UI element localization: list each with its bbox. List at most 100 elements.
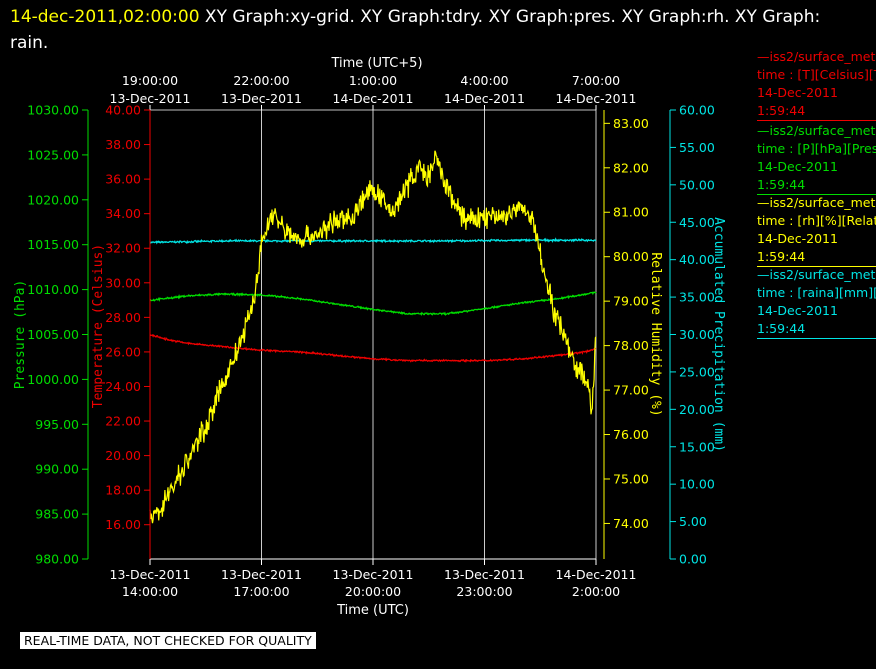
quality-disclaimer: REAL-TIME DATA, NOT CHECKED FOR QUALITY [20,632,316,649]
temperature-tick-label: 36.00 [105,172,141,187]
legend-date: 14-Dec-2011 [757,303,838,318]
precip-series-line [149,237,597,245]
pressure-tick-label: 995.00 [35,417,79,432]
pressure-tick-label: 1015.00 [27,237,79,252]
legend-source: —iss2/surface_met [757,123,876,138]
pressure-tick-label: 985.00 [35,507,79,522]
humidity-axis-label: Relative Humidity (%) [648,252,663,416]
x-tick-time: 20:00:00 [345,584,401,599]
x-tick-date: 14-Dec-2011 [556,567,637,582]
humidity-tick-label: 76.00 [613,427,649,442]
x-tick-date: 13-Dec-2011 [333,567,414,582]
temperature-axis-label: Temperature (Celsius) [91,244,106,408]
pressure-series-line [149,291,597,316]
title-graph-list: XY Graph:xy-grid. XY Graph:tdry. XY Grap… [10,7,821,53]
humidity-series-line [149,150,597,524]
legend-temperature: —iss2/surface_met time : [T][Celsius][T … [757,48,876,121]
x-top-axis-label: Time (UTC+5) [330,56,422,71]
x-tick-time: 17:00:00 [233,584,289,599]
precip-tick-label: 10.00 [679,477,715,492]
temperature-tick-label: 20.00 [105,448,141,463]
humidity-tick-label: 83.00 [613,116,649,131]
legend-date: 14-Dec-2011 [757,159,838,174]
x-top-tick-date: 14-Dec-2011 [444,91,525,106]
x-top-tick-time: 22:00:00 [233,73,289,88]
x-tick-time: 2:00:00 [572,584,620,599]
pressure-tick-label: 1025.00 [27,147,79,162]
x-top-tick-date: 13-Dec-2011 [221,91,302,106]
title-date: 14-dec-2011,02:00:00 [10,7,200,27]
precip-tick-label: 30.00 [679,327,715,342]
temperature-tick-label: 30.00 [105,275,141,290]
legend-time: 1:59:44 [757,249,806,264]
pressure-tick-label: 1005.00 [27,327,79,342]
pressure-tick-label: 1000.00 [27,372,79,387]
legend-field: time : [T][Celsius][T [757,67,876,82]
pressure-tick-label: 990.00 [35,462,79,477]
legend-pressure: —iss2/surface_met time : [P][hPa][Pres 1… [757,122,876,195]
temperature-tick-label: 16.00 [105,517,141,532]
temperature-tick-label: 34.00 [105,206,141,221]
pressure-tick-label: 1030.00 [27,103,79,118]
x-axis-label: Time (UTC) [336,603,409,618]
temperature-tick-label: 38.00 [105,137,141,152]
temperature-tick-label: 24.00 [105,379,141,394]
humidity-tick-label: 79.00 [613,294,649,309]
precip-tick-label: 50.00 [679,177,715,192]
legend-field: time : [raina][mm][A [757,285,876,300]
pressure-tick-label: 1020.00 [27,192,79,207]
precip-tick-label: 45.00 [679,215,715,230]
pressure-axis-label: Pressure (hPa) [13,280,28,390]
humidity-tick-label: 77.00 [613,383,649,398]
legend-date: 14-Dec-2011 [757,85,838,100]
humidity-tick-label: 80.00 [613,249,649,264]
graph-title: 14-dec-2011,02:00:00 XY Graph:xy-grid. X… [10,4,860,56]
precip-tick-label: 5.00 [679,514,707,529]
humidity-tick-label: 75.00 [613,471,649,486]
legend-source: —iss2/surface_met [757,267,876,282]
temperature-tick-label: 18.00 [105,483,141,498]
precip-tick-label: 60.00 [679,103,715,118]
humidity-tick-label: 81.00 [613,205,649,220]
legend-time: 1:59:44 [757,321,806,336]
precip-tick-label: 55.00 [679,140,715,155]
temperature-tick-label: 22.00 [105,414,141,429]
x-top-tick-time: 1:00:00 [349,73,397,88]
pressure-tick-label: 980.00 [35,552,79,567]
pressure-tick-label: 1010.00 [27,282,79,297]
humidity-tick-label: 78.00 [613,338,649,353]
x-top-tick-date: 14-Dec-2011 [556,91,637,106]
temperature-tick-label: 28.00 [105,310,141,325]
legend-humidity: —iss2/surface_met time : [rh][%][Relati … [757,194,876,267]
legend-field: time : [rh][%][Relati [757,213,876,228]
x-top-tick-time: 19:00:00 [122,73,178,88]
x-tick-date: 13-Dec-2011 [444,567,525,582]
legend-source: —iss2/surface_met [757,195,876,210]
precip-tick-label: 0.00 [679,552,707,567]
legend-source: —iss2/surface_met [757,49,876,64]
x-tick-time: 23:00:00 [456,584,512,599]
precip-tick-label: 35.00 [679,290,715,305]
x-top-tick-time: 7:00:00 [572,73,620,88]
legend-time: 1:59:44 [757,103,806,118]
temperature-tick-label: 26.00 [105,344,141,359]
precip-tick-label: 15.00 [679,439,715,454]
precip-tick-label: 40.00 [679,252,715,267]
humidity-tick-label: 74.00 [613,516,649,531]
x-top-tick-time: 4:00:00 [460,73,508,88]
legend-precipitation: —iss2/surface_met time : [raina][mm][A 1… [757,266,876,339]
legend-time: 1:59:44 [757,177,806,192]
x-tick-date: 13-Dec-2011 [110,567,191,582]
legend-field: time : [P][hPa][Pres [757,141,876,156]
precip-axis-label: Accumulated Precipitation (mm) [711,217,726,452]
legend-date: 14-Dec-2011 [757,231,838,246]
x-tick-date: 13-Dec-2011 [221,567,302,582]
precip-tick-label: 20.00 [679,402,715,417]
humidity-tick-label: 82.00 [613,160,649,175]
temperature-tick-label: 32.00 [105,241,141,256]
x-top-tick-date: 13-Dec-2011 [110,91,191,106]
temperature-tick-label: 40.00 [105,103,141,118]
x-tick-time: 14:00:00 [122,584,178,599]
precip-tick-label: 25.00 [679,364,715,379]
